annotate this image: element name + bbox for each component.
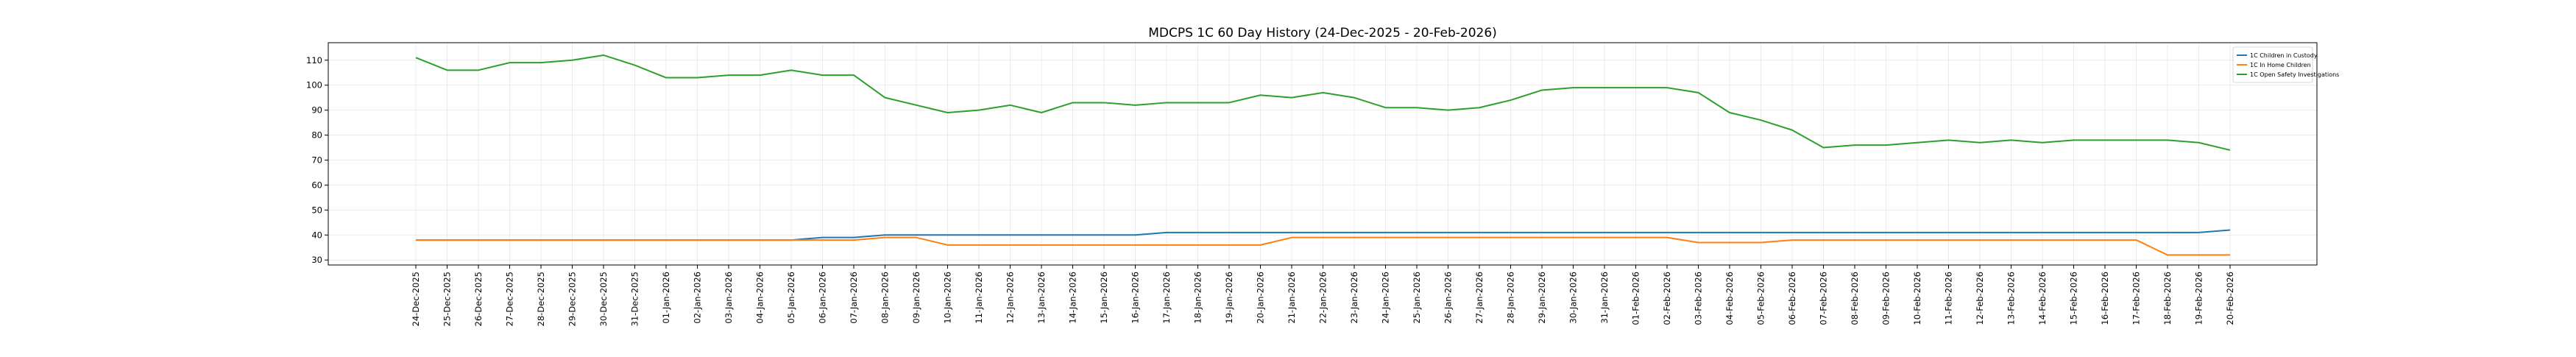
x-tick-label: 03-Jan-2026 [723,272,734,324]
x-tick-label: 09-Feb-2026 [1881,272,1892,325]
x-tick-label: 10-Jan-2026 [943,272,953,324]
x-tick-label: 11-Jan-2026 [974,272,984,324]
chart-title: MDCPS 1C 60 Day History (24-Dec-2025 - 2… [1148,26,1497,40]
y-tick-label: 110 [306,55,322,66]
x-tick-label: 28-Jan-2026 [1506,272,1516,324]
x-tick-label: 12-Jan-2026 [1005,272,1016,324]
x-tick-label: 01-Feb-2026 [1631,272,1641,325]
x-tick-label: 04-Jan-2026 [755,272,765,324]
x-tick-label: 24-Dec-2025 [411,272,421,326]
legend-box [2232,46,2313,83]
x-tick-label: 20-Feb-2026 [2225,272,2235,325]
x-tick-label: 21-Jan-2026 [1287,272,1297,324]
x-tick-label: 06-Jan-2026 [818,272,828,324]
x-tick-label: 16-Jan-2026 [1130,272,1141,324]
x-tick-label: 31-Dec-2025 [630,272,640,326]
x-tick-label: 13-Jan-2026 [1036,272,1047,324]
x-tick-label: 23-Jan-2026 [1349,272,1359,324]
series-line-3 [415,54,2231,151]
x-tick-label: 03-Feb-2026 [1694,272,1704,325]
x-tick-label: 30-Jan-2026 [1568,272,1579,324]
y-tick-label: 60 [311,180,322,190]
x-tick-label: 17-Jan-2026 [1161,272,1172,324]
x-tick-label: 10-Feb-2026 [1912,272,1922,325]
x-tick-label: 09-Jan-2026 [911,272,921,324]
x-tick-label: 07-Feb-2026 [1819,272,1829,325]
x-tick-label: 20-Jan-2026 [1256,272,1266,324]
x-tick-label: 13-Feb-2026 [2006,272,2017,325]
y-axis: 30 40 50 60 70 80 90 100 110 [306,55,328,265]
series-lines [415,54,2231,256]
grid [328,43,2317,265]
x-tick-label: 27-Jan-2026 [1474,272,1485,324]
x-tick-label: 22-Jan-2026 [1318,272,1328,324]
x-tick-label: 05-Feb-2026 [1756,272,1766,325]
x-tick-label: 15-Feb-2026 [2069,272,2079,325]
y-tick-label: 70 [311,155,322,165]
x-tick-label: 25-Dec-2025 [442,272,453,326]
x-tick-label: 24-Jan-2026 [1381,272,1391,324]
x-tick-label: 29-Jan-2026 [1537,272,1547,324]
legend-label: 1C In Home Children [2250,62,2311,68]
x-tick-label: 15-Jan-2026 [1099,272,1109,324]
x-tick-label: 18-Feb-2026 [2162,272,2173,325]
x-tick-label: 16-Feb-2026 [2100,272,2110,325]
y-tick-label: 50 [311,205,322,215]
x-tick-label: 14-Jan-2026 [1068,272,1078,324]
x-tick-label: 18-Jan-2026 [1193,272,1203,324]
x-tick-label: 27-Dec-2025 [505,272,515,326]
x-tick-label: 08-Feb-2026 [1850,272,1860,325]
legend: 1C Children in Custody 1C In Home Childre… [2232,46,2339,83]
x-tick-label: 02-Feb-2026 [1662,272,1672,325]
x-tick-label: 25-Jan-2026 [1412,272,1422,324]
y-tick-label: 80 [311,130,322,141]
x-tick-label: 31-Jan-2026 [1599,272,1610,324]
x-tick-label: 07-Jan-2026 [849,272,859,324]
x-axis: 24-Dec-2025 25-Dec-2025 26-Dec-2025 27-Dec-… [411,265,2235,326]
x-tick-label: 04-Feb-2026 [1724,272,1735,325]
x-tick-label: 30-Dec-2025 [598,272,609,326]
legend-label: 1C Open Safety Investigations [2250,71,2339,78]
x-tick-label: 11-Feb-2026 [1944,272,1954,325]
y-tick-label: 90 [311,105,322,116]
y-tick-label: 30 [311,255,322,265]
y-tick-label: 100 [306,80,322,91]
series-line-2 [416,236,2230,256]
x-tick-label: 29-Dec-2025 [567,272,578,326]
legend-label: 1C Children in Custody [2250,52,2318,59]
plot-frame [328,42,2318,266]
x-tick-label: 19-Feb-2026 [2194,272,2204,325]
x-tick-label: 01-Jan-2026 [661,272,671,324]
x-tick-label: 19-Jan-2026 [1224,272,1234,324]
y-tick-label: 40 [311,230,322,240]
x-tick-label: 12-Feb-2026 [1975,272,1985,325]
x-tick-label: 08-Jan-2026 [880,272,891,324]
x-tick-label: 02-Jan-2026 [693,272,703,324]
x-tick-label: 14-Feb-2026 [2037,272,2048,325]
x-tick-label: 26-Jan-2026 [1443,272,1454,324]
x-tick-label: 05-Jan-2026 [786,272,796,324]
x-tick-label: 06-Feb-2026 [1787,272,1797,325]
x-tick-label: 17-Feb-2026 [2131,272,2142,325]
x-tick-label: 28-Dec-2025 [536,272,546,326]
x-tick-label: 26-Dec-2025 [473,272,484,326]
